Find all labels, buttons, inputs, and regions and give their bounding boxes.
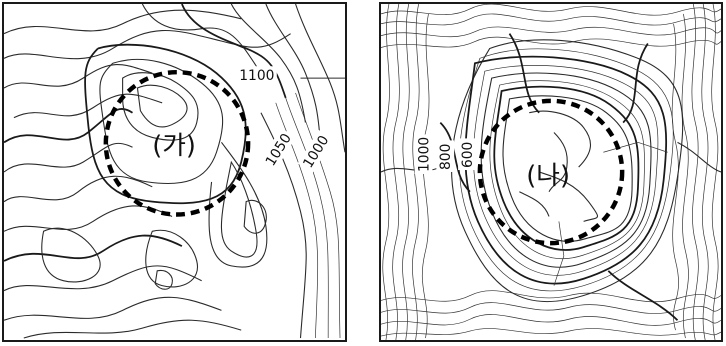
contour-lines-b xyxy=(381,4,721,340)
region-label-a: (가) xyxy=(152,131,196,161)
elevation-label-1000: 1000 xyxy=(416,137,432,172)
dashed-circle-a xyxy=(103,69,251,217)
elevation-labels-a: 1100 1050 1000 xyxy=(237,66,334,173)
dashed-circle-b xyxy=(477,98,625,246)
contour-map-panel-b: 1000 800 600 (나) xyxy=(379,2,723,342)
contour-lines-a xyxy=(4,4,345,339)
elevation-labels-b: 1000 800 600 xyxy=(414,134,476,174)
elevation-label-800: 800 xyxy=(438,144,454,170)
contour-map-a-svg: 1100 1050 1000 (가) xyxy=(4,4,345,339)
contour-map-b-svg: 1000 800 600 (나) xyxy=(381,4,721,340)
region-label-b: (나) xyxy=(526,161,570,191)
contour-map-panel-a: 1100 1050 1000 (가) xyxy=(2,2,347,342)
elevation-label-600: 600 xyxy=(460,142,476,168)
elevation-label-1100: 1100 xyxy=(239,68,274,84)
